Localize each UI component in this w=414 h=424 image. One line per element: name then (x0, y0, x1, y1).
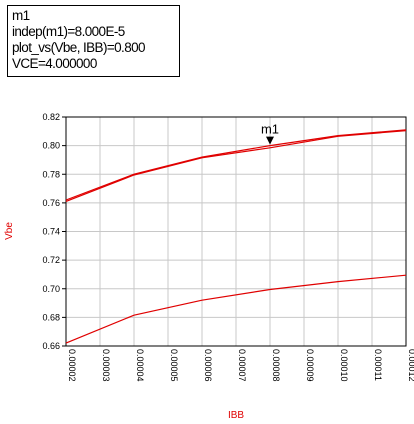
x-tick-label: 0.00003 (101, 349, 111, 382)
x-tick-label: 0.00005 (169, 349, 179, 382)
y-axis-label: Vbe (4, 222, 15, 240)
y-tick-label: 0.82 (42, 112, 60, 122)
x-tick-label: 0.00006 (203, 349, 213, 382)
y-tick-label: 0.70 (42, 284, 60, 294)
marker-triangle (266, 136, 274, 145)
marker-plot-value: plot_vs(Vbe, IBB)=0.800 (12, 40, 146, 55)
grid (66, 117, 406, 346)
marker-group: m1 (261, 122, 279, 145)
marker-vce-value: VCE=4.000000 (12, 56, 97, 71)
y-tick-label: 0.68 (42, 312, 60, 322)
x-tick-label: 0.00002 (67, 349, 77, 382)
y-tick-label: 0.78 (42, 169, 60, 179)
x-axis-label: IBB (228, 410, 244, 421)
y-tick-label: 0.66 (42, 341, 60, 351)
marker-label: m1 (261, 122, 279, 137)
marker-name: m1 (12, 8, 30, 23)
x-tick-label: 0.00010 (339, 349, 349, 382)
series-line-1 (65, 129, 407, 201)
x-tick-label: 0.00004 (135, 349, 145, 382)
series-line-2 (65, 130, 407, 202)
series-line-3 (65, 274, 407, 344)
marker-readout-box: m1 indep(m1)=8.000E-5 plot_vs(Vbe, IBB)=… (7, 5, 180, 77)
x-tick-label: 0.00008 (271, 349, 281, 382)
x-tick-label: 0.00012 (407, 349, 414, 382)
marker-indep-value: indep(m1)=8.000E-5 (12, 24, 125, 39)
y-tick-label: 0.72 (42, 255, 60, 265)
series-group (65, 129, 407, 344)
y-tick-label: 0.74 (42, 227, 60, 237)
x-tick-label: 0.00011 (373, 349, 383, 381)
x-tick-label: 0.00009 (305, 349, 315, 382)
y-tick-label: 0.80 (42, 141, 60, 151)
x-tick-label: 0.00007 (237, 349, 247, 382)
axis-ticks: 0.00002 0.00003 0.00004 0.00005 0.00006 0.000… (42, 112, 414, 382)
y-tick-label: 0.76 (42, 198, 60, 208)
